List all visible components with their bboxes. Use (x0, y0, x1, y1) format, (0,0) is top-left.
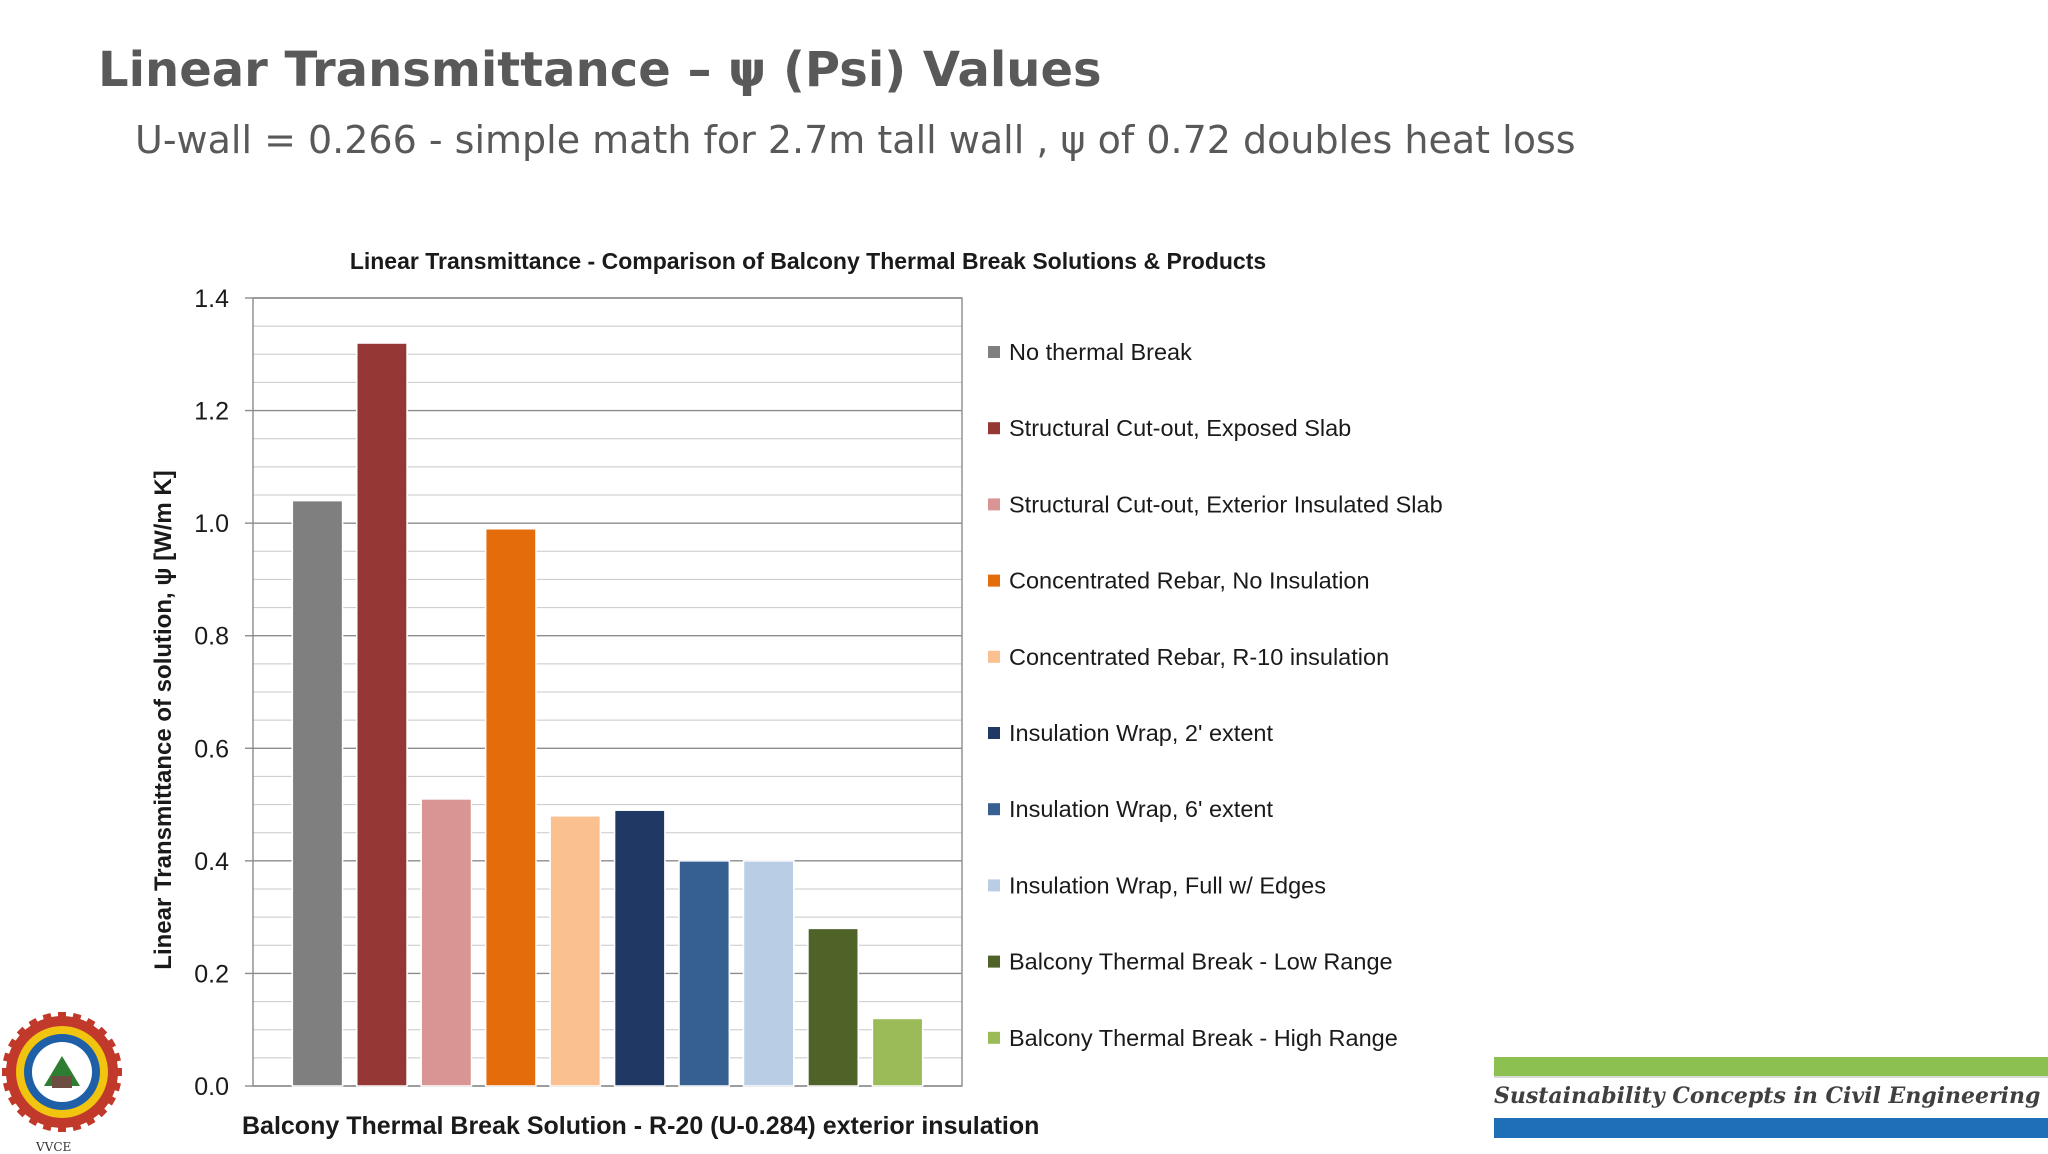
seal-tooth (16, 1026, 30, 1040)
legend-label: Structural Cut-out, Exposed Slab (1009, 415, 1351, 441)
bar (356, 342, 408, 1087)
footer-course-title: Sustainability Concepts in Civil Enginee… (1494, 1083, 2048, 1109)
seal-tooth (2, 1068, 12, 1076)
seal-tooth (103, 1093, 116, 1106)
y-tick-label: 0.6 (194, 735, 229, 763)
bar (613, 809, 666, 1087)
seal-tooth (42, 1013, 53, 1025)
legend-label: Balcony Thermal Break - High Range (1009, 1025, 1398, 1051)
legend-swatch (988, 346, 1000, 358)
legend-swatch (988, 498, 1000, 511)
legend-swatch (988, 803, 1000, 816)
y-axis-label: Linear Transmittance of solution, ψ [W/m… (150, 470, 177, 969)
legend-label: Balcony Thermal Break - Low Range (1009, 949, 1393, 975)
legend-swatch (988, 574, 1000, 587)
seal-tooth (3, 1081, 15, 1092)
seal-tooth (58, 1122, 66, 1132)
y-tick-label: 0.0 (194, 1073, 229, 1101)
seal-tooth (8, 1038, 21, 1051)
slide-title: Linear Transmittance – ψ (Psi) Values (98, 42, 1102, 98)
seal-tooth (16, 1104, 30, 1118)
bar (549, 815, 602, 1087)
seal-tooth (28, 1018, 41, 1031)
seal-tooth (3, 1052, 15, 1063)
footer-green-band (1494, 1057, 2048, 1076)
seal-tooth (103, 1038, 116, 1051)
x-axis-label: Balcony Thermal Break Solution - R-20 (U… (242, 1112, 1039, 1140)
legend-swatch (988, 727, 1000, 739)
seal-tooth (83, 1113, 96, 1126)
seal-tooth (112, 1068, 122, 1076)
logo-caption: VVCE (36, 1140, 72, 1154)
legend-swatch (988, 422, 1000, 435)
legend-label: No thermal Break (1009, 339, 1192, 365)
college-seal-icon (2, 1012, 122, 1132)
y-tick-label: 0.4 (194, 848, 229, 876)
legend-label: Concentrated Rebar, R-10 insulation (1009, 644, 1389, 670)
bar (420, 798, 473, 1087)
bar (484, 528, 537, 1087)
seal-tooth (28, 1113, 41, 1126)
bar (291, 499, 344, 1087)
legend-label: Concentrated Rebar, No Insulation (1009, 568, 1370, 594)
y-tick-label: 0.2 (194, 960, 229, 988)
seal-tooth (109, 1052, 121, 1063)
legend-label: Insulation Wrap, 6' extent (1009, 796, 1273, 822)
legend-swatch (988, 650, 1000, 663)
bar (678, 860, 731, 1087)
y-tick-label: 0.8 (194, 623, 229, 651)
plot-area-border (252, 297, 963, 1087)
seal-tooth (109, 1081, 121, 1092)
seal-tooth (58, 1012, 66, 1022)
legend-swatch (988, 1031, 1000, 1044)
legend-swatch (988, 955, 1000, 968)
legend-label: Insulation Wrap, Full w/ Edges (1009, 872, 1326, 898)
seal-tooth (83, 1018, 96, 1031)
legend-label: Structural Cut-out, Exterior Insulated S… (1009, 491, 1443, 517)
chart-title: Linear Transmittance - Comparison of Bal… (350, 248, 1266, 274)
seal-tooth (42, 1119, 53, 1131)
slide-subtitle: U-wall = 0.266 - simple math for 2.7m ta… (135, 118, 1576, 162)
y-tick-label: 1.2 (194, 398, 229, 426)
footer-divider (1494, 1076, 2048, 1078)
y-tick-label: 1.4 (194, 285, 229, 313)
seal-tooth (71, 1013, 82, 1025)
legend-label: Insulation Wrap, 2' extent (1009, 720, 1273, 746)
y-tick-label: 1.0 (194, 510, 229, 538)
seal-tooth (94, 1026, 108, 1040)
legend-swatch (988, 879, 1000, 892)
seal-tooth (71, 1119, 82, 1131)
bar (807, 927, 859, 1087)
footer-blue-band (1494, 1118, 2048, 1138)
bar (742, 860, 795, 1087)
bar (871, 1017, 924, 1087)
seal-tooth (8, 1093, 21, 1106)
seal-tooth (94, 1104, 108, 1118)
